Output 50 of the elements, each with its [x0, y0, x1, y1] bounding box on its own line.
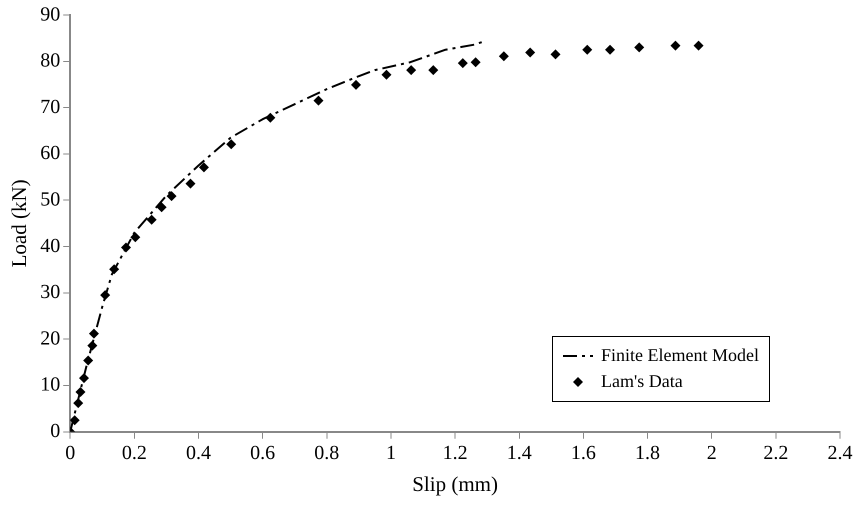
point — [185, 178, 196, 189]
point — [582, 44, 592, 55]
point — [313, 96, 324, 106]
x-tick-label: 0.6 — [250, 442, 276, 464]
x-tick-label: 1.2 — [442, 442, 468, 464]
point — [605, 44, 616, 55]
x-tick-label: 2.4 — [828, 442, 852, 464]
point — [550, 49, 560, 60]
x-tick-label: 1 — [386, 442, 396, 464]
x-axis-title: Slip (mm) — [412, 472, 498, 496]
point — [146, 214, 157, 225]
point — [166, 191, 177, 202]
point — [428, 65, 438, 76]
x-tick-label: 0.2 — [122, 442, 147, 464]
y-axis-title: Load (kN) — [7, 179, 32, 268]
y-tick-label: 30 — [40, 281, 60, 304]
y-tick-label: 90 — [40, 3, 60, 26]
point — [525, 48, 536, 58]
point — [226, 139, 236, 150]
point — [130, 232, 140, 242]
y-tick-label: 0 — [50, 420, 60, 442]
line-series — [70, 40, 485, 432]
x-tick-label: 1.6 — [570, 442, 596, 464]
point — [498, 51, 509, 62]
point — [694, 40, 704, 51]
point — [470, 57, 481, 68]
x-tick-label: 0.8 — [314, 442, 340, 464]
x-tick-label: 2 — [706, 442, 717, 464]
point — [350, 80, 361, 90]
x-tick-label: 0.4 — [186, 442, 211, 464]
x-tick-label: 1.4 — [506, 442, 532, 464]
y-tick-label: 80 — [40, 50, 60, 72]
legend-label: Finite Element Model — [601, 345, 759, 366]
y-tick-label: 60 — [40, 142, 60, 164]
y-tick-label: 70 — [40, 96, 60, 118]
point — [634, 42, 644, 52]
point — [406, 65, 416, 76]
point — [198, 162, 209, 172]
x-tick-label: 0 — [65, 442, 76, 464]
point — [670, 40, 680, 51]
legend-label: Lam's Data — [601, 371, 683, 392]
y-tick-label: 20 — [40, 327, 60, 350]
y-tick-label: 50 — [40, 188, 60, 210]
y-tick-label: 10 — [40, 374, 60, 396]
point — [156, 202, 167, 212]
point — [458, 58, 468, 68]
point — [381, 70, 392, 80]
x-tick-label: 1.8 — [635, 442, 660, 464]
x-tick-label: 2.2 — [763, 442, 788, 464]
y-tick-label: 40 — [40, 234, 60, 257]
